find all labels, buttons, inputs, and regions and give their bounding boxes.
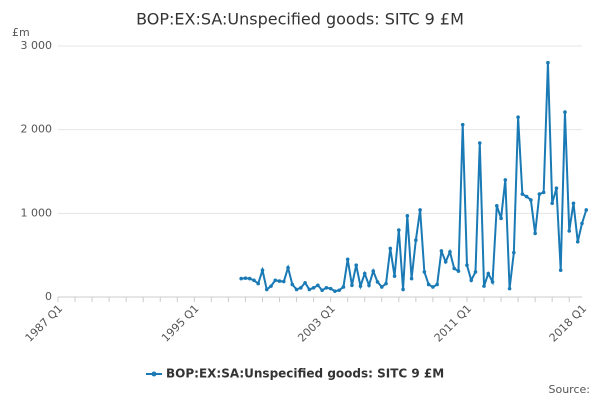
- data-point: [422, 270, 427, 274]
- data-point: [392, 274, 397, 278]
- data-point: [456, 269, 461, 273]
- legend-dot: [151, 371, 157, 377]
- x-tick-label: 2018 Q1: [547, 302, 590, 345]
- data-point: [554, 186, 559, 191]
- data-point: [350, 283, 354, 288]
- y-tick-label: 3 000: [21, 39, 53, 52]
- data-point: [328, 286, 333, 291]
- data-point: [397, 228, 401, 232]
- data-point: [439, 249, 444, 253]
- x-tick-label: 2003 Q1: [295, 302, 338, 345]
- data-point: [384, 281, 388, 286]
- y-axis-label: £m: [12, 26, 30, 39]
- data-point: [260, 268, 265, 273]
- source: Source:: [549, 383, 591, 396]
- data-point: [460, 122, 465, 127]
- data-point: [494, 204, 499, 208]
- data-point: [286, 265, 290, 270]
- data-point: [239, 276, 243, 281]
- data-point: [533, 231, 537, 236]
- y-tick-label: 2 000: [21, 123, 53, 136]
- data-point: [324, 285, 329, 290]
- data-point: [311, 285, 316, 290]
- data-point: [503, 178, 508, 182]
- x-tick-label: 2011 Q1: [432, 302, 475, 345]
- data-point: [388, 246, 393, 251]
- data-point: [405, 214, 410, 218]
- data-point: [516, 115, 520, 119]
- data-point: [477, 141, 482, 145]
- data-point: [414, 238, 418, 242]
- chart-title: BOP:EX:SA:Unspecified goods: SITC 9 £M: [136, 10, 464, 29]
- data-point: [367, 283, 371, 288]
- data-point: [401, 287, 405, 292]
- data-point: [371, 269, 376, 273]
- data-point: [345, 257, 350, 262]
- data-point: [273, 278, 278, 283]
- y-tick-label: 1 000: [21, 206, 53, 219]
- data-point: [409, 276, 414, 281]
- data-point: [354, 263, 359, 268]
- data-point: [537, 192, 542, 196]
- data-point: [563, 110, 567, 114]
- data-point: [341, 285, 346, 289]
- data-point: [358, 284, 363, 288]
- data-point: [290, 282, 295, 287]
- data-point: [431, 285, 435, 289]
- data-point: [243, 276, 248, 280]
- data-point: [303, 280, 307, 285]
- data-point: [281, 279, 286, 284]
- data-point: [375, 280, 380, 284]
- data-point: [264, 287, 269, 292]
- data-point: [473, 270, 478, 274]
- data-point: [337, 288, 341, 293]
- data-point: [418, 208, 422, 212]
- data-point: [448, 250, 452, 254]
- data-point: [541, 190, 546, 195]
- data-point: [524, 194, 529, 199]
- data-point: [247, 276, 252, 281]
- data-point: [443, 260, 448, 264]
- data-point: [507, 286, 512, 291]
- data-point: [252, 278, 256, 283]
- data-point: [294, 287, 299, 292]
- data-point: [320, 288, 324, 293]
- x-tick-label: 1995 Q1: [159, 302, 202, 345]
- data-point: [550, 201, 554, 206]
- data-point: [435, 282, 439, 287]
- data-point: [269, 284, 273, 288]
- data-point: [316, 283, 320, 288]
- data-point: [520, 192, 525, 196]
- data-point: [452, 266, 456, 271]
- data-point: [575, 239, 580, 244]
- data-point: [362, 271, 367, 276]
- data-point: [486, 271, 491, 276]
- data-point: [584, 208, 589, 212]
- series-line: [241, 62, 588, 293]
- data-point: [307, 287, 312, 292]
- x-tick-label: 1987 Q1: [23, 302, 66, 345]
- data-point: [558, 268, 563, 273]
- data-point: [426, 282, 431, 287]
- data-point: [529, 198, 533, 202]
- legend-label: BOP:EX:SA:Unspecified goods: SITC 9 £M: [166, 367, 444, 381]
- data-point: [490, 280, 495, 284]
- data-point: [482, 284, 486, 288]
- data-point: [567, 229, 572, 233]
- data-point: [571, 201, 576, 206]
- data-point: [499, 216, 503, 221]
- data-point: [277, 279, 282, 283]
- data-point: [546, 60, 550, 65]
- data-point: [379, 285, 384, 289]
- data-point: [465, 263, 469, 268]
- y-tick-label: 0: [45, 290, 52, 303]
- data-point: [256, 281, 261, 286]
- data-point: [333, 289, 337, 293]
- data-point: [469, 278, 474, 283]
- data-point: [299, 285, 303, 290]
- data-point: [512, 250, 516, 255]
- data-point: [580, 221, 584, 226]
